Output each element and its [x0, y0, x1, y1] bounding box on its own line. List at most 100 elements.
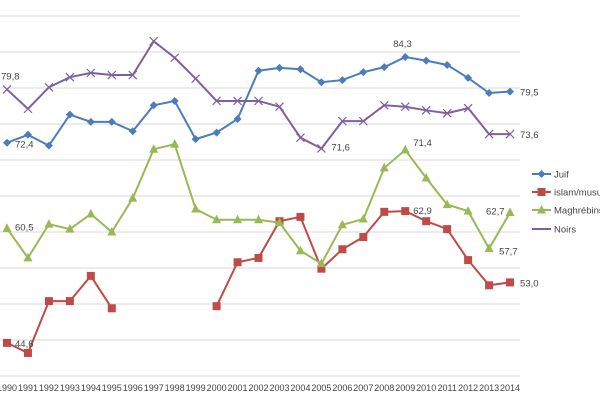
- data-point: [422, 217, 431, 226]
- data-point: [191, 203, 201, 213]
- data-point: [149, 144, 159, 153]
- x-mark: [484, 129, 494, 139]
- data-point: [44, 82, 54, 92]
- data-point: [379, 100, 389, 110]
- data-point: [421, 105, 431, 115]
- data-point: [233, 214, 243, 224]
- data-point: [44, 141, 53, 150]
- data-point: [170, 139, 180, 148]
- series-maghr-bins: [2, 139, 515, 268]
- x-tick-label: 2013: [479, 383, 499, 393]
- legend-label: Juif: [554, 170, 569, 181]
- data-point: [401, 207, 410, 216]
- data-point: [254, 96, 263, 106]
- data-point: [254, 66, 263, 75]
- data-point: [337, 219, 347, 229]
- data-point: [359, 68, 368, 77]
- data-label: 57,7: [499, 247, 517, 258]
- data-point: [128, 127, 137, 136]
- data-point: [128, 70, 138, 80]
- data-point: [338, 76, 347, 85]
- data-point: [86, 209, 96, 218]
- data-point: [505, 129, 515, 139]
- legend-item: Noirs: [532, 225, 576, 236]
- x-mark: [379, 100, 389, 110]
- data-point: [463, 103, 473, 113]
- x-tick-label: 2007: [353, 383, 373, 393]
- data-point: [296, 65, 305, 74]
- data-point: [338, 245, 347, 254]
- data-point: [358, 116, 368, 126]
- x-mark: [275, 102, 284, 112]
- data-point: [65, 110, 74, 119]
- x-mark: [23, 104, 33, 114]
- data-point: [537, 205, 546, 214]
- x-tick-label: 1999: [186, 383, 206, 393]
- data-point: [170, 53, 180, 63]
- x-tick-label: 2004: [290, 383, 310, 393]
- data-point: [23, 348, 32, 357]
- legend-item: islam/musulm: [532, 188, 600, 199]
- data-point: [484, 129, 494, 139]
- x-mark: [337, 116, 347, 126]
- x-tick-label: 1993: [60, 383, 80, 393]
- data-label: 44,6: [15, 339, 34, 350]
- x-tick-label: 1997: [144, 383, 164, 393]
- legend-label: Maghrébins: [554, 206, 600, 217]
- x-mark: [86, 68, 96, 78]
- x-mark: [170, 53, 180, 63]
- x-tick-label: 1998: [165, 383, 185, 393]
- series-noirs: [2, 36, 515, 153]
- data-point: [442, 108, 452, 118]
- x-tick-label: 2008: [374, 383, 394, 393]
- x-tick-label: 1994: [81, 383, 101, 393]
- data-point: [379, 162, 389, 172]
- data-point: [107, 227, 117, 236]
- x-mark: [191, 74, 201, 84]
- data-point: [380, 63, 389, 72]
- data-label: 62,7: [486, 207, 505, 218]
- x-mark: [233, 96, 242, 106]
- data-point: [464, 73, 473, 82]
- x-mark: [128, 70, 138, 80]
- x-mark: [463, 103, 473, 113]
- data-point: [484, 243, 494, 253]
- x-mark: [358, 116, 368, 126]
- x-tick-label: 2005: [311, 383, 331, 393]
- data-point: [149, 36, 159, 46]
- data-point: [107, 70, 117, 80]
- data-point: [212, 96, 222, 106]
- data-point: [443, 225, 452, 234]
- x-tick-label: 2001: [228, 383, 248, 393]
- x-mark: [212, 96, 222, 106]
- data-label: 71,4: [413, 138, 432, 149]
- series-islam-musulm: [3, 207, 515, 357]
- x-tick-label: 2000: [207, 383, 227, 393]
- data-point: [23, 104, 33, 114]
- data-point: [275, 63, 284, 72]
- data-point: [65, 72, 75, 82]
- data-point: [254, 253, 263, 262]
- data-point: [65, 224, 75, 233]
- data-point: [86, 68, 96, 78]
- data-label: 79,5: [520, 88, 539, 99]
- x-tick-label: 1990: [0, 383, 17, 393]
- data-point: [505, 207, 515, 217]
- data-point: [537, 188, 546, 196]
- series-line: [6, 142, 511, 266]
- x-tick-label: 2002: [249, 383, 269, 393]
- data-point: [233, 258, 242, 267]
- data-point: [86, 271, 95, 280]
- data-point: [149, 101, 158, 110]
- data-point: [170, 96, 179, 105]
- data-point: [274, 217, 284, 227]
- data-label: 62,9: [413, 206, 432, 217]
- data-point: [443, 60, 452, 69]
- data-point: [233, 96, 242, 106]
- x-mark: [296, 133, 305, 143]
- x-tick-label: 2006: [332, 383, 352, 393]
- x-tick-label: 1992: [39, 383, 59, 393]
- data-point: [317, 78, 326, 87]
- data-label: 71,6: [331, 142, 350, 153]
- data-point: [316, 258, 326, 268]
